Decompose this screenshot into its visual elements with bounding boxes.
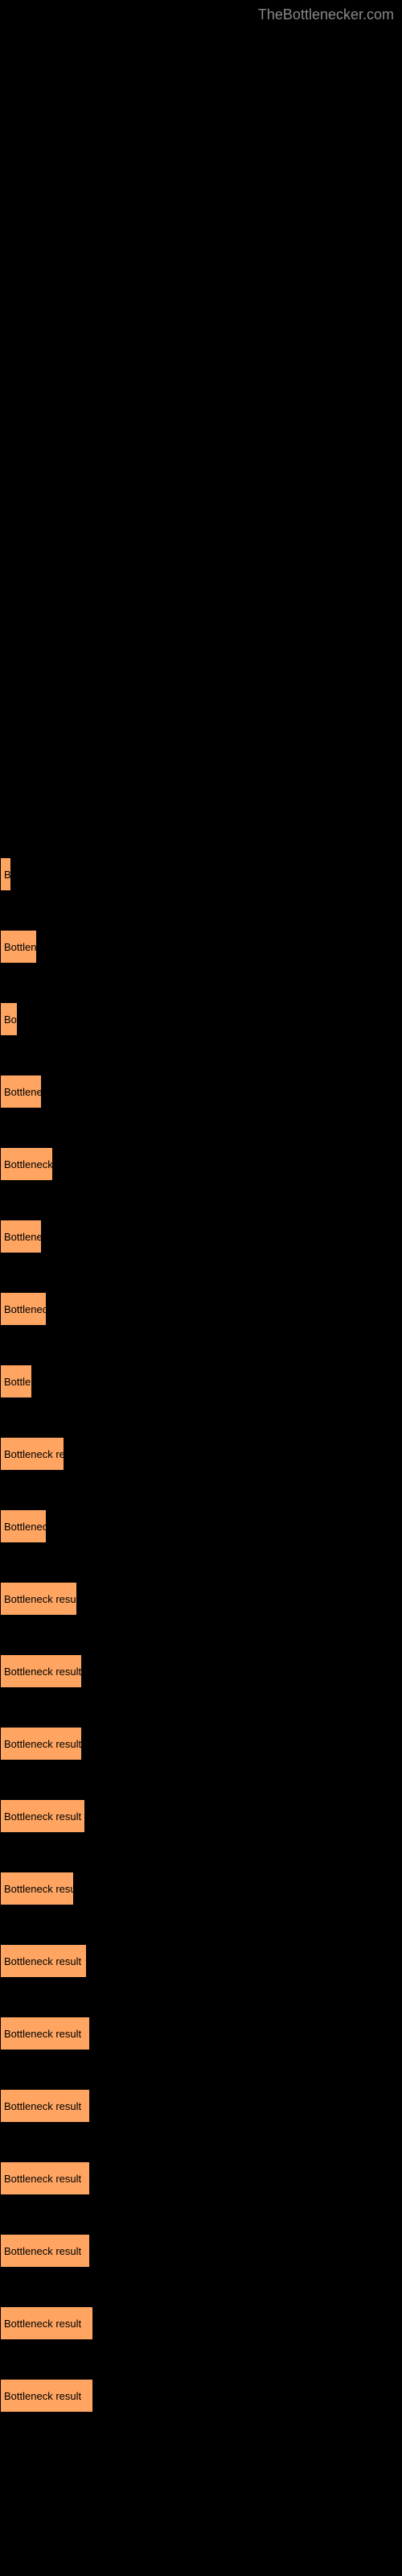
bar-row: Bottleneck (0, 1147, 402, 1181)
bar-row: Bottleneck result (0, 2089, 402, 2123)
bar-row: B (0, 857, 402, 891)
bar-row: Bottleneck result (0, 1654, 402, 1688)
bar-row: Bottleneck result (0, 1944, 402, 1978)
bar: Bottlenec (0, 1509, 47, 1543)
bar-row: Bottlen (0, 930, 402, 964)
bar-row: Bottlene (0, 1220, 402, 1253)
bar: Bottleneck result (0, 2234, 90, 2268)
bar: Bottleneck result (0, 2161, 90, 2195)
bar: Bottleneck result (0, 2017, 90, 2050)
bar-row: Bottleneck re (0, 1437, 402, 1471)
bar-chart: B Bottlen Bo Bottlene Bottleneck Bottlene Bott… (0, 0, 402, 2467)
bar: Bottlen (0, 930, 37, 964)
bar: Bottlene (0, 1075, 42, 1108)
bar-row: Bottlene (0, 1075, 402, 1108)
bar-row: Bottleneck result (0, 2234, 402, 2268)
bar: Bottleneck (0, 1147, 53, 1181)
bar: Bottleneck resu (0, 1872, 74, 1905)
bar: Bottleneck result (0, 1654, 82, 1688)
bar-row: Bottleneck result (0, 2017, 402, 2050)
bar-row: Bottleneck result (0, 1727, 402, 1761)
bar: Bottleneck result (0, 1727, 82, 1761)
bar-row: Bottleneck resul (0, 1582, 402, 1616)
bar: Bottleneck result (0, 2306, 93, 2340)
watermark: TheBottlenecker.com (258, 6, 394, 23)
bar-row: Bottlenec (0, 1509, 402, 1543)
bar: Bottle (0, 1364, 32, 1398)
bar: Bottleneck result (0, 2379, 93, 2413)
bar-row: Bottle (0, 1364, 402, 1398)
bar: Bo (0, 1002, 18, 1036)
bar-row: Bottleneck result (0, 2306, 402, 2340)
bar: B (0, 857, 11, 891)
bar: Bottleneck result (0, 1944, 87, 1978)
bar: Bottleneck re (0, 1437, 64, 1471)
bar-row: Bottleneck resu (0, 1872, 402, 1905)
bar-row: Bottleneck result (0, 1799, 402, 1833)
bar: Bottlene (0, 1220, 42, 1253)
bar-row: Bottleneck result (0, 2379, 402, 2413)
bar-row: Bottlenec (0, 1292, 402, 1326)
bar: Bottleneck result (0, 1799, 85, 1833)
bar: Bottleneck result (0, 2089, 90, 2123)
bar: Bottlenec (0, 1292, 47, 1326)
bar: Bottleneck resul (0, 1582, 77, 1616)
bar-row: Bo (0, 1002, 402, 1036)
bar-row: Bottleneck result (0, 2161, 402, 2195)
